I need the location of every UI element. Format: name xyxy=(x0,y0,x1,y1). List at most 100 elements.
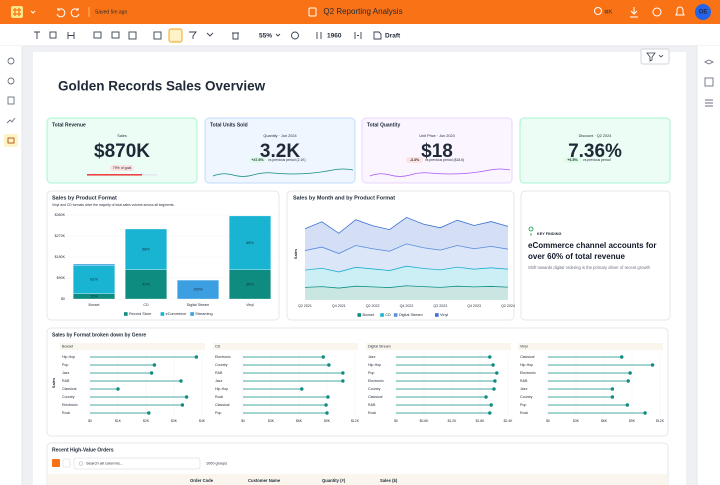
column-header: Order Code xyxy=(190,478,214,483)
area-line xyxy=(304,265,509,273)
nav-active[interactable] xyxy=(4,134,18,147)
widget-tool[interactable] xyxy=(111,31,120,39)
menu-caret[interactable] xyxy=(30,10,36,14)
search-icon[interactable] xyxy=(594,7,602,15)
y-tick-label: Hip-Hop xyxy=(215,387,228,391)
rect-tool[interactable] xyxy=(49,31,57,39)
left-sidebar-icons xyxy=(4,57,18,147)
x-tick-label: Q4 2021 xyxy=(332,304,346,308)
left-sidebar xyxy=(0,46,22,485)
x-tick-label: Vinyl xyxy=(246,303,254,307)
delete-tool[interactable] xyxy=(232,32,239,40)
kpi-value: $870K xyxy=(94,141,150,162)
x-tick-label: $9K xyxy=(324,419,331,423)
x-tick-label: Q2 2022 xyxy=(366,304,380,308)
active-tool[interactable] xyxy=(168,28,183,43)
draft-icon[interactable] xyxy=(373,31,382,40)
avatar[interactable] xyxy=(695,4,711,20)
text-tool[interactable] xyxy=(34,31,40,39)
area-line xyxy=(304,243,509,254)
column-header: Sales ($) xyxy=(380,478,398,483)
y-tick-label: R&B xyxy=(368,403,376,407)
filter-button[interactable] xyxy=(640,48,670,65)
y-tick-label: Classical xyxy=(62,387,77,391)
y-tick-label: Jazz xyxy=(215,379,223,383)
lollipop-dot xyxy=(495,371,499,375)
legend-swatch xyxy=(124,312,128,316)
chart-title: Sales by Format broken down by Genre xyxy=(52,332,146,338)
panel-icon[interactable] xyxy=(704,77,714,87)
layers-icon[interactable] xyxy=(703,59,715,65)
nav-icon[interactable] xyxy=(7,96,15,105)
x-tick-label: $3K xyxy=(268,419,275,423)
nav-icon[interactable] xyxy=(7,137,15,144)
y-tick-label: Country xyxy=(368,387,381,391)
segment-label: 35% xyxy=(246,282,254,286)
broadcast-icon[interactable] xyxy=(354,32,362,39)
legend-label: Digital Stream xyxy=(399,313,423,317)
y-tick-label: Electronic xyxy=(520,371,536,375)
settings-icon[interactable] xyxy=(652,7,662,17)
x-tick-label: $0 xyxy=(88,419,92,423)
x-tick-label: Q2 2023 xyxy=(433,304,447,308)
zoom-caret[interactable] xyxy=(275,33,281,37)
legend-label: Boxset xyxy=(362,313,375,317)
download-icon[interactable] xyxy=(630,7,638,18)
kpi-change: +47.6% xyxy=(251,158,264,162)
app-bar xyxy=(0,0,720,24)
y-tick-label: Pop xyxy=(215,411,221,415)
document-title: Q2 Reporting Analysis xyxy=(323,7,402,16)
undo[interactable] xyxy=(56,8,66,18)
props-icon[interactable] xyxy=(705,99,713,107)
y-axis-label: Sales xyxy=(51,377,56,388)
layout-tool[interactable] xyxy=(93,31,102,39)
y-tick-label: Rock xyxy=(368,411,376,415)
nav-icon[interactable] xyxy=(6,117,16,124)
card xyxy=(520,190,671,321)
lollipop-dot xyxy=(326,395,330,399)
area-line xyxy=(304,285,509,289)
x-tick-label: Q2 2021 xyxy=(298,304,312,308)
search-box xyxy=(73,457,201,470)
transform-tool[interactable] xyxy=(206,32,214,37)
year: 1960 xyxy=(327,33,342,40)
card xyxy=(361,117,513,184)
x-tick-label: $6K xyxy=(601,419,608,423)
info-icon[interactable] xyxy=(291,31,299,40)
nav-icon[interactable] xyxy=(7,57,15,65)
table-tool[interactable] xyxy=(153,31,162,40)
facet-header xyxy=(518,343,663,350)
y-tick-label: Hip-Hop xyxy=(368,363,381,367)
logo[interactable] xyxy=(11,6,23,18)
change-pill xyxy=(249,157,266,163)
area-fill xyxy=(305,285,508,300)
segment-label: 81% xyxy=(90,278,98,282)
x-tick-label: $0.6K xyxy=(420,419,430,423)
nav-icon[interactable] xyxy=(7,77,15,85)
facet-title: Boxset xyxy=(62,344,73,348)
legend-label: Streaming xyxy=(195,312,212,316)
x-tick-label: $12K xyxy=(351,419,360,423)
lollipop-dot xyxy=(488,355,492,359)
kpi-title: Total Revenue xyxy=(52,122,86,128)
bar-segment xyxy=(125,228,167,270)
year-icon[interactable] xyxy=(316,32,322,39)
heading-tool[interactable] xyxy=(67,32,75,39)
status: Draft xyxy=(385,33,401,40)
filter-tool[interactable] xyxy=(189,31,197,39)
zoom-level: 55% xyxy=(259,33,272,40)
x-tick-label: Q4 2022 xyxy=(400,304,414,308)
bar-segment xyxy=(229,269,271,300)
card xyxy=(46,327,669,437)
notifications-icon[interactable] xyxy=(675,6,685,16)
save-tool[interactable] xyxy=(128,31,137,40)
toolbar xyxy=(0,24,720,46)
legend-label: CD xyxy=(385,313,391,317)
avatar-initials: OE xyxy=(699,10,708,16)
y-tick-label: $180K xyxy=(55,255,66,259)
redo[interactable] xyxy=(70,8,80,18)
sparkline xyxy=(369,168,511,177)
legend-swatch xyxy=(357,313,362,317)
chart-title: Sales by Month and by Product Format xyxy=(293,195,395,201)
